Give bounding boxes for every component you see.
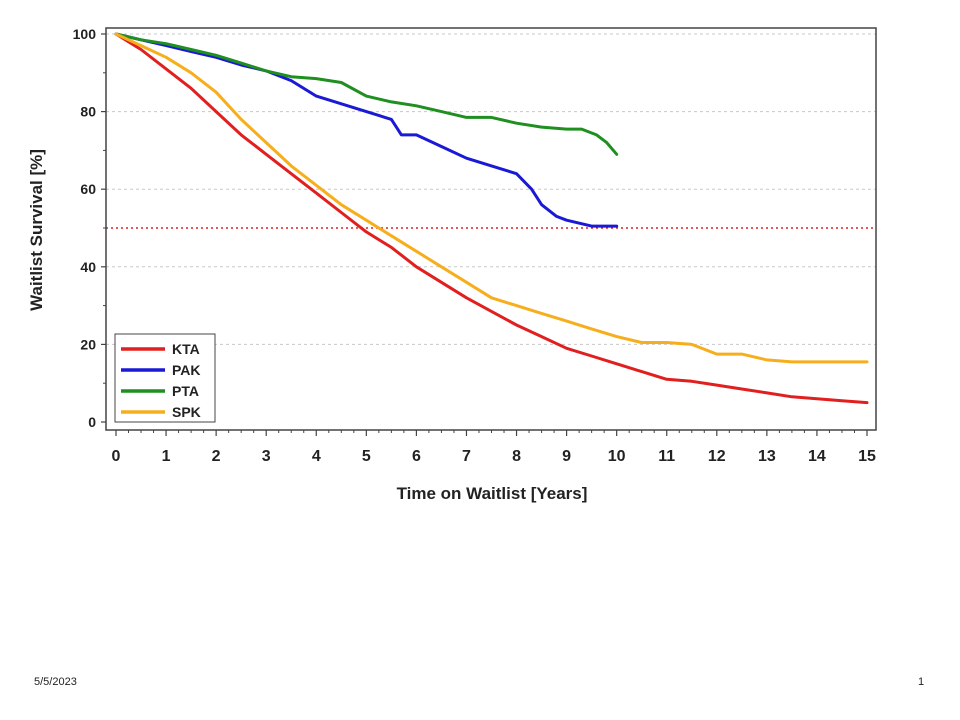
legend-label-pta: PTA xyxy=(172,383,199,399)
series-line-kta xyxy=(114,32,869,405)
y-tick-label: 40 xyxy=(80,259,96,275)
legend: KTA PAK PTA SPK xyxy=(114,333,216,423)
x-tick-label: 9 xyxy=(562,448,571,465)
y-tick-label: 100 xyxy=(73,26,97,42)
x-tick-label: 4 xyxy=(312,448,321,465)
x-tick-label: 3 xyxy=(262,448,271,465)
x-axis-label: Time on Waitlist [Years] xyxy=(397,484,588,503)
x-tick-label: 14 xyxy=(808,448,826,465)
series-line-pta xyxy=(114,32,619,156)
x-tick-label: 12 xyxy=(708,448,726,465)
y-axis-label: Waitlist Survival [%] xyxy=(27,149,46,311)
x-tick-label: 11 xyxy=(658,448,675,465)
x-tick-label: 13 xyxy=(758,448,776,465)
series-line-spk xyxy=(114,32,869,364)
y-tick-label: 0 xyxy=(88,414,96,430)
y-tick-label: 80 xyxy=(80,104,96,120)
x-tick-label: 6 xyxy=(412,448,421,465)
legend-label-kta: KTA xyxy=(172,341,200,357)
x-tick-label: 15 xyxy=(858,448,876,465)
y-axis-ticks: 0 20 40 60 80 100 xyxy=(73,26,106,430)
series-lines xyxy=(114,32,869,405)
plot-frame xyxy=(105,27,877,431)
x-axis-ticks: 0 1 2 3 4 5 6 7 8 9 10 11 12 13 14 15 xyxy=(112,430,876,465)
y-tick-label: 20 xyxy=(80,336,96,352)
legend-label-pak: PAK xyxy=(172,362,201,378)
y-tick-label: 60 xyxy=(80,181,96,197)
x-tick-label: 0 xyxy=(112,448,121,465)
x-tick-label: 5 xyxy=(362,448,371,465)
x-tick-label: 10 xyxy=(608,448,626,465)
x-tick-label: 8 xyxy=(512,448,521,465)
x-tick-label: 1 xyxy=(162,448,171,465)
slide-date: 5/5/2023 xyxy=(34,676,77,688)
series-line-pak xyxy=(114,32,619,228)
legend-label-spk: SPK xyxy=(172,404,201,420)
slide-page-number: 1 xyxy=(918,676,925,688)
x-tick-label: 2 xyxy=(212,448,221,465)
x-tick-label: 7 xyxy=(462,448,471,465)
